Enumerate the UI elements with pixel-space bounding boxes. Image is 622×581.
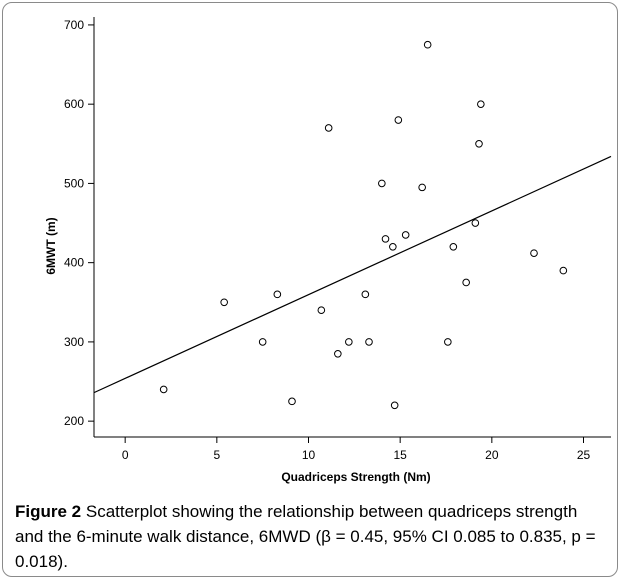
data-point — [378, 179, 386, 188]
y-tick-label: 200 — [64, 414, 84, 428]
y-tick-label: 500 — [64, 176, 84, 190]
x-tick-label: 10 — [302, 448, 316, 462]
y-tick-label: 400 — [64, 256, 84, 270]
data-point — [401, 231, 410, 239]
data-point — [394, 116, 403, 124]
data-point — [317, 306, 326, 315]
axes: 200 300 400 500 600 700 0 5 10 15 20 25 — [64, 17, 611, 462]
data-point — [258, 338, 267, 346]
data-point — [324, 124, 333, 132]
y-tick-label: 300 — [64, 335, 84, 349]
data-point — [381, 235, 390, 243]
figure-caption: Figure 2 Scatterplot showing the relatio… — [15, 499, 610, 574]
data-point — [444, 338, 452, 346]
data-point — [390, 401, 399, 410]
y-axis-label: 6MWT (m) — [44, 217, 58, 274]
caption-label: Figure 2 — [15, 502, 82, 521]
data-point — [477, 100, 485, 108]
regression-line — [93, 155, 612, 394]
y-tick-label: 700 — [64, 18, 84, 32]
y-tick-label: 600 — [64, 97, 84, 111]
data-point — [273, 290, 282, 299]
data-point — [345, 338, 353, 346]
data-point — [334, 349, 342, 358]
points-group — [159, 40, 568, 410]
data-point — [288, 397, 296, 406]
fit-line-group — [93, 155, 612, 394]
data-point — [418, 183, 426, 192]
data-point — [389, 243, 397, 251]
scatter-chart: 200 300 400 500 600 700 0 5 10 15 20 25 Quadriceps … — [44, 17, 612, 484]
x-tick-label: 25 — [577, 448, 591, 462]
x-axis-label: Quadriceps Strength (Nm) — [281, 470, 430, 484]
data-point — [361, 290, 370, 299]
x-tick-label: 0 — [122, 448, 129, 462]
data-point — [471, 219, 480, 227]
x-tick-label: 20 — [485, 448, 499, 462]
data-point — [462, 278, 470, 287]
data-point — [423, 40, 432, 49]
data-point — [220, 298, 228, 307]
caption-text: Scatterplot showing the relationship bet… — [15, 502, 596, 571]
x-tick-label: 15 — [393, 448, 407, 462]
data-point — [159, 385, 168, 394]
data-point — [449, 243, 458, 251]
data-point — [365, 338, 373, 346]
data-point — [475, 139, 483, 148]
x-tick-label: 5 — [213, 448, 220, 462]
data-point — [530, 249, 538, 257]
chart-container: 200 300 400 500 600 700 0 5 10 15 20 25 Quadriceps … — [9, 11, 619, 491]
data-point — [559, 266, 568, 275]
